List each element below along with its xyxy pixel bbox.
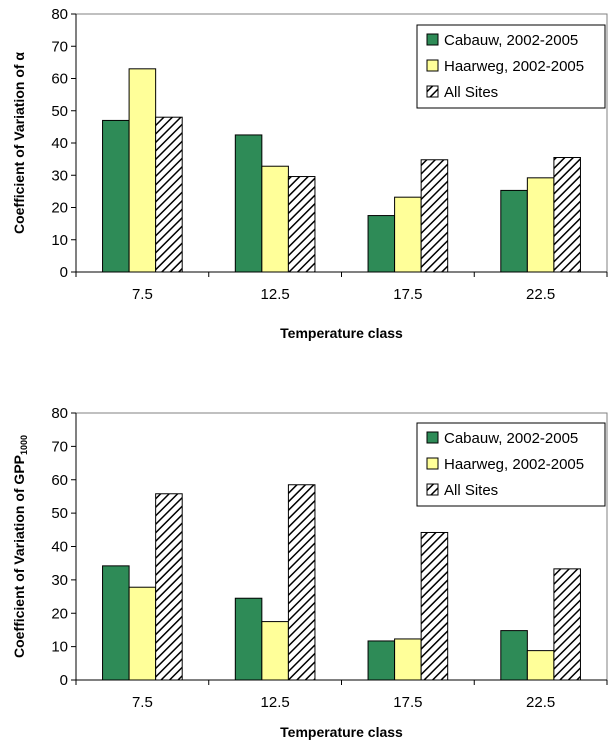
bar <box>420 531 449 681</box>
bar <box>234 597 263 681</box>
bar <box>367 215 396 273</box>
bar <box>367 640 396 681</box>
chart-2: 0 10 20 30 40 50 60 70 80 7.5 12.5 17.5 22.5 Temperat… <box>11 405 608 740</box>
bar <box>155 493 183 681</box>
bar <box>500 189 528 273</box>
x-tick-label: 17.5 <box>393 694 422 711</box>
legend-label: Haarweg, 2002-2005 <box>444 58 584 75</box>
bar <box>128 586 157 681</box>
legend-swatch <box>426 33 439 46</box>
legend-label: All Sites <box>444 84 498 101</box>
y-tick-label: 70 <box>51 438 68 455</box>
y-axis-title: Coefficient of Variation of α <box>11 52 27 234</box>
y-tick-label: 60 <box>51 472 68 489</box>
bar <box>394 196 422 273</box>
y-tick-label: 0 <box>60 672 68 689</box>
legend-label: Haarweg, 2002-2005 <box>444 456 584 473</box>
legend-box <box>416 422 606 507</box>
y-axis-title-subscript: 1000 <box>19 435 29 455</box>
y-tick-label: 10 <box>51 639 68 656</box>
y-axis-title: Coefficient of Variation of GPP1000 <box>11 435 29 658</box>
bar <box>553 568 581 681</box>
legend-swatch <box>426 431 439 444</box>
x-tick-label: 22.5 <box>526 286 555 303</box>
x-tick-label: 22.5 <box>526 694 555 711</box>
bar <box>128 68 157 273</box>
bar <box>394 638 422 681</box>
x-axis-title: Temperature class <box>280 724 403 740</box>
x-axis-title: Temperature class <box>280 325 403 341</box>
legend-label: Cabauw, 2002-2005 <box>444 32 578 49</box>
legend: Cabauw, 2002-2005 Haarweg, 2002-2005 All S… <box>416 422 606 507</box>
bar <box>261 165 289 273</box>
bar <box>155 116 183 273</box>
legend-swatch <box>426 483 439 496</box>
chart-1: 0 10 20 30 40 50 60 70 80 7.5 12.5 17.5 22.5 Temperat… <box>11 6 608 341</box>
y-tick-label: 0 <box>60 264 68 281</box>
bar <box>553 157 581 273</box>
legend-swatch <box>426 85 439 98</box>
y-tick-label: 10 <box>51 232 68 249</box>
bar <box>261 621 289 681</box>
y-tick-label: 50 <box>51 103 68 120</box>
y-tick-label: 50 <box>51 505 68 522</box>
bar <box>102 565 130 681</box>
y-tick-label: 80 <box>51 6 68 23</box>
y-tick-label: 40 <box>51 539 68 556</box>
legend-label: All Sites <box>444 482 498 499</box>
y-tick-label: 60 <box>51 71 68 88</box>
y-tick-label: 20 <box>51 605 68 622</box>
x-tick-label: 17.5 <box>393 286 422 303</box>
bar <box>287 484 316 681</box>
y-tick-label: 40 <box>51 135 68 152</box>
legend-swatch <box>426 457 439 470</box>
y-tick-label: 80 <box>51 405 68 422</box>
legend: Cabauw, 2002-2005 Haarweg, 2002-2005 All S… <box>416 24 606 109</box>
legend-swatch <box>426 59 439 72</box>
y-tick-label: 70 <box>51 38 68 55</box>
bar <box>102 119 130 273</box>
bar <box>420 159 449 273</box>
bar <box>526 177 555 273</box>
legend-label: Cabauw, 2002-2005 <box>444 430 578 447</box>
x-tick-label: 7.5 <box>132 694 153 711</box>
y-tick-label: 30 <box>51 572 68 589</box>
x-tick-label: 7.5 <box>132 286 153 303</box>
bar <box>287 176 316 273</box>
bar <box>234 134 263 273</box>
y-tick-label: 20 <box>51 200 68 217</box>
bar <box>500 630 528 681</box>
y-tick-label: 30 <box>51 167 68 184</box>
legend-box <box>416 24 606 109</box>
x-tick-label: 12.5 <box>261 694 290 711</box>
x-tick-label: 12.5 <box>261 286 290 303</box>
bar <box>526 650 555 681</box>
